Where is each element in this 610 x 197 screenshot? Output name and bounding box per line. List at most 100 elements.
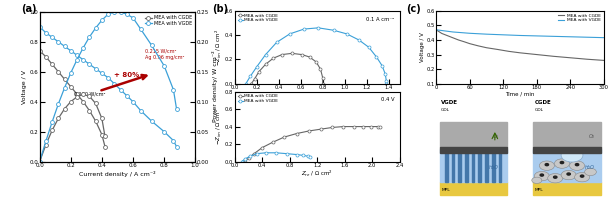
Text: $H_2O$: $H_2O$ (584, 163, 595, 172)
Circle shape (575, 164, 579, 166)
MEA with VGDE (67, 50, 74, 52)
MEA with VGDE (117, 88, 124, 91)
MEA with CGDE (289, 52, 296, 55)
Text: $H_2O$: $H_2O$ (488, 163, 500, 172)
MEA with CGDE (98, 133, 106, 136)
Line: MEA with VGDE: MEA with VGDE (240, 151, 312, 163)
MEA with VGDE (382, 80, 390, 83)
MEA with VGDE (98, 72, 106, 74)
Text: $O_2$: $O_2$ (492, 132, 500, 141)
MEA with VGDE (242, 83, 249, 85)
MEA with CGDE (101, 145, 109, 148)
Text: GDL: GDL (535, 108, 544, 112)
MEA with VGDE (307, 156, 314, 158)
MEA with VGDE (382, 73, 389, 75)
Circle shape (570, 161, 584, 170)
MEA with VGDE (304, 155, 312, 157)
Circle shape (554, 159, 570, 168)
MEA with CGDE (466, 43, 473, 45)
MEA with CGDE (278, 53, 285, 56)
Bar (439, 122, 506, 147)
MEA with CGDE (92, 120, 99, 122)
MEA with CGDE (270, 57, 277, 59)
MEA with VGDE (494, 33, 501, 36)
MEA with CGDE (340, 125, 347, 128)
Text: MPL: MPL (535, 188, 544, 192)
MEA with VGDE (505, 34, 512, 36)
MEA with CGDE (79, 100, 87, 103)
X-axis label: $Z_{re}$ / $\Omega$ cm$^2$: $Z_{re}$ / $\Omega$ cm$^2$ (301, 169, 333, 179)
MEA with CGDE (312, 61, 320, 63)
MEA with VGDE (246, 75, 254, 78)
X-axis label: Current density / A cm⁻²: Current density / A cm⁻² (79, 171, 156, 177)
MEA with VGDE (449, 31, 456, 33)
MEA with CGDE (438, 32, 445, 35)
MEA with CGDE (432, 29, 440, 31)
MEA with CGDE (298, 53, 306, 56)
Y-axis label: Power density/ W cm⁻²: Power density/ W cm⁻² (212, 51, 218, 123)
Circle shape (534, 171, 550, 181)
MEA with CGDE (48, 63, 56, 65)
MEA with VGDE (79, 59, 87, 61)
Line: MEA with VGDE: MEA with VGDE (436, 30, 604, 38)
MEA with CGDE (248, 83, 255, 85)
Circle shape (548, 174, 563, 183)
Bar (478, 153, 481, 182)
MEA with VGDE (583, 36, 590, 38)
Text: 0.4 V: 0.4 V (381, 97, 395, 102)
MEA with VGDE (42, 32, 49, 34)
MEA with CGDE (475, 45, 482, 47)
MEA with VGDE (293, 153, 300, 156)
MEA with CGDE (86, 110, 93, 112)
MEA with VGDE (300, 28, 307, 30)
MEA with CGDE (319, 76, 326, 79)
MEA with CGDE (483, 46, 490, 49)
Legend: MEA with CGDE, MEA with VGDE: MEA with CGDE, MEA with VGDE (144, 14, 193, 27)
MEA with CGDE (443, 34, 451, 37)
Circle shape (584, 168, 597, 176)
MEA with VGDE (443, 30, 451, 33)
MEA with CGDE (36, 50, 43, 52)
MEA with CGDE (317, 68, 324, 70)
MEA with VGDE (137, 110, 145, 112)
Bar (533, 147, 600, 153)
MEA with CGDE (67, 85, 74, 88)
MEA with VGDE (461, 32, 468, 34)
MEA with VGDE (343, 33, 351, 35)
MEA with VGDE (246, 155, 254, 157)
MEA with VGDE (148, 120, 156, 122)
MEA with CGDE (455, 39, 462, 41)
MEA with VGDE (170, 139, 177, 142)
Bar (533, 182, 600, 195)
Bar (439, 182, 506, 195)
MEA with CGDE (505, 50, 512, 53)
MEA with VGDE (273, 41, 280, 44)
Circle shape (553, 176, 557, 178)
MEA with CGDE (550, 55, 558, 58)
MEA with VGDE (315, 27, 322, 29)
MEA with VGDE (283, 152, 290, 155)
MEA with VGDE (110, 83, 118, 85)
Text: (c): (c) (406, 4, 421, 14)
Bar (472, 153, 475, 182)
Circle shape (532, 177, 542, 183)
Bar (458, 153, 461, 182)
MEA with CGDE (306, 56, 313, 58)
MEA with CGDE (377, 126, 384, 129)
Text: VGDE: VGDE (441, 100, 458, 105)
Bar (445, 153, 448, 182)
MEA with VGDE (373, 56, 380, 58)
MEA with VGDE (455, 31, 462, 34)
Bar (485, 153, 488, 182)
Circle shape (539, 161, 554, 170)
MEA with VGDE (600, 36, 608, 39)
Line: MEA with CGDE: MEA with CGDE (249, 52, 325, 85)
Bar (465, 153, 468, 182)
MEA with CGDE (61, 78, 68, 80)
Y-axis label: Voltage / V: Voltage / V (420, 32, 425, 62)
MEA with VGDE (550, 35, 558, 38)
Bar (533, 122, 600, 147)
MEA with CGDE (251, 78, 258, 80)
MEA with VGDE (242, 158, 249, 160)
Y-axis label: $-Z_{im}$ / $\Omega$ cm$^2$: $-Z_{im}$ / $\Omega$ cm$^2$ (214, 108, 224, 145)
